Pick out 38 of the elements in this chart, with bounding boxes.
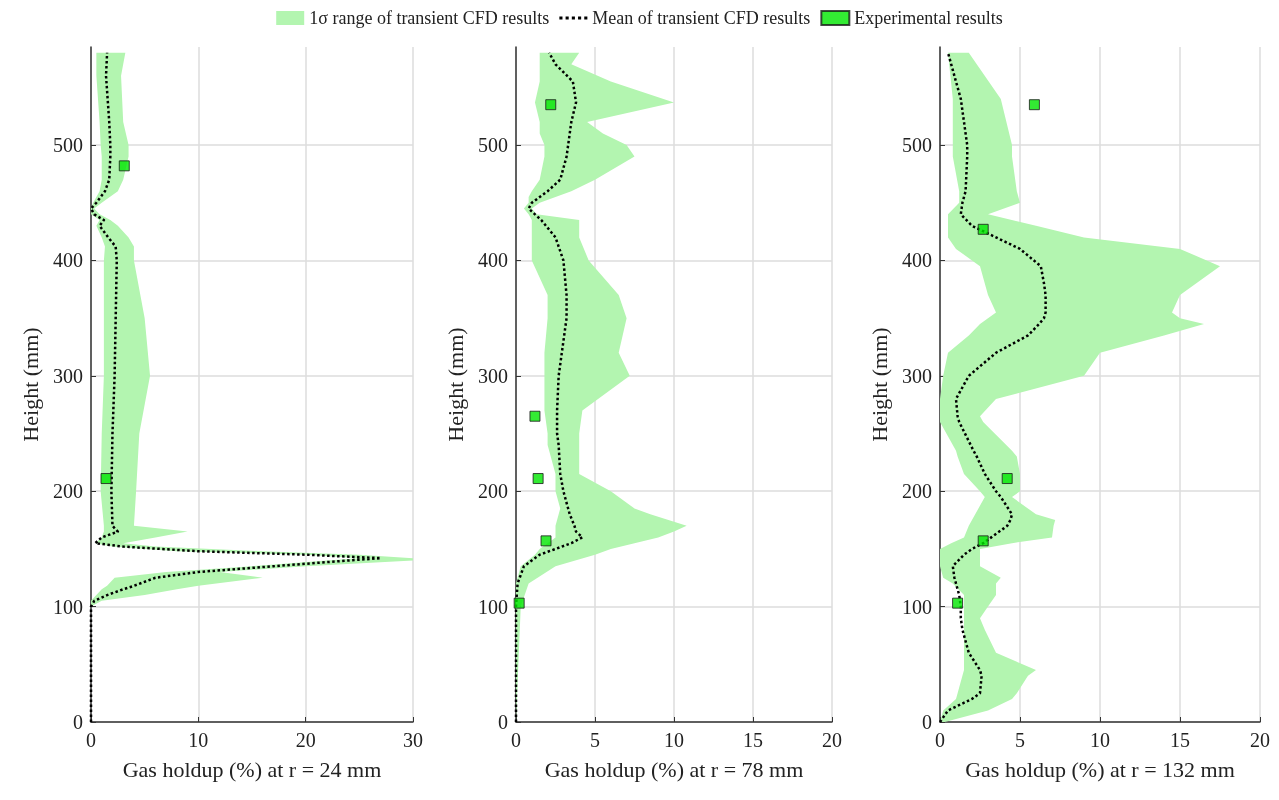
y-tick-label: 500 — [478, 134, 508, 157]
x-tick-label: 10 — [664, 729, 684, 751]
y-axis-title: Height (mm) — [866, 327, 892, 442]
y-tick-label: 400 — [478, 249, 508, 272]
x-tick-label: 20 — [822, 729, 842, 751]
x-tick-label: 15 — [743, 729, 763, 751]
y-tick-label: 400 — [902, 249, 932, 272]
x-tick-label: 20 — [295, 729, 316, 751]
y-tick-label: 0 — [922, 711, 932, 733]
legend-label: 1σ range of transient CFD results — [309, 8, 550, 28]
y-tick-label: 0 — [498, 711, 508, 733]
y-tick-label: 200 — [53, 480, 83, 503]
x-tick-label: 30 — [403, 729, 423, 751]
y-tick-label: 100 — [53, 595, 83, 618]
y-tick-label: 0 — [73, 711, 83, 733]
y-tick-label: 100 — [902, 595, 932, 618]
legend-label: Mean of transient CFD results — [592, 8, 811, 28]
y-tick-label: 300 — [53, 364, 83, 387]
y-tick-label: 400 — [53, 249, 83, 272]
x-tick-label: 5 — [1015, 729, 1025, 751]
y-tick-label: 300 — [902, 364, 932, 387]
x-axis-title: Gas holdup (%) at r = 132 mm — [965, 756, 1235, 782]
x-tick-label: 15 — [1170, 729, 1190, 751]
x-axis-title: Gas holdup (%) at r = 24 mm — [122, 756, 382, 782]
y-tick-label: 500 — [902, 134, 932, 157]
x-axis-title: Gas holdup (%) at r = 78 mm — [544, 756, 804, 782]
y-axis-title: Height (mm) — [442, 327, 468, 442]
y-tick-label: 200 — [902, 480, 932, 503]
x-tick-label: 20 — [1250, 729, 1270, 751]
y-tick-label: 500 — [53, 134, 83, 157]
y-tick-label: 100 — [478, 595, 508, 618]
y-tick-label: 200 — [478, 480, 508, 503]
y-tick-label: 300 — [478, 364, 508, 387]
x-tick-label: 10 — [188, 729, 209, 751]
legend-label: Experimental results — [854, 8, 1003, 28]
x-tick-label: 10 — [1090, 729, 1110, 751]
x-tick-label: 5 — [590, 729, 600, 751]
y-axis-title: Height (mm) — [17, 327, 43, 442]
